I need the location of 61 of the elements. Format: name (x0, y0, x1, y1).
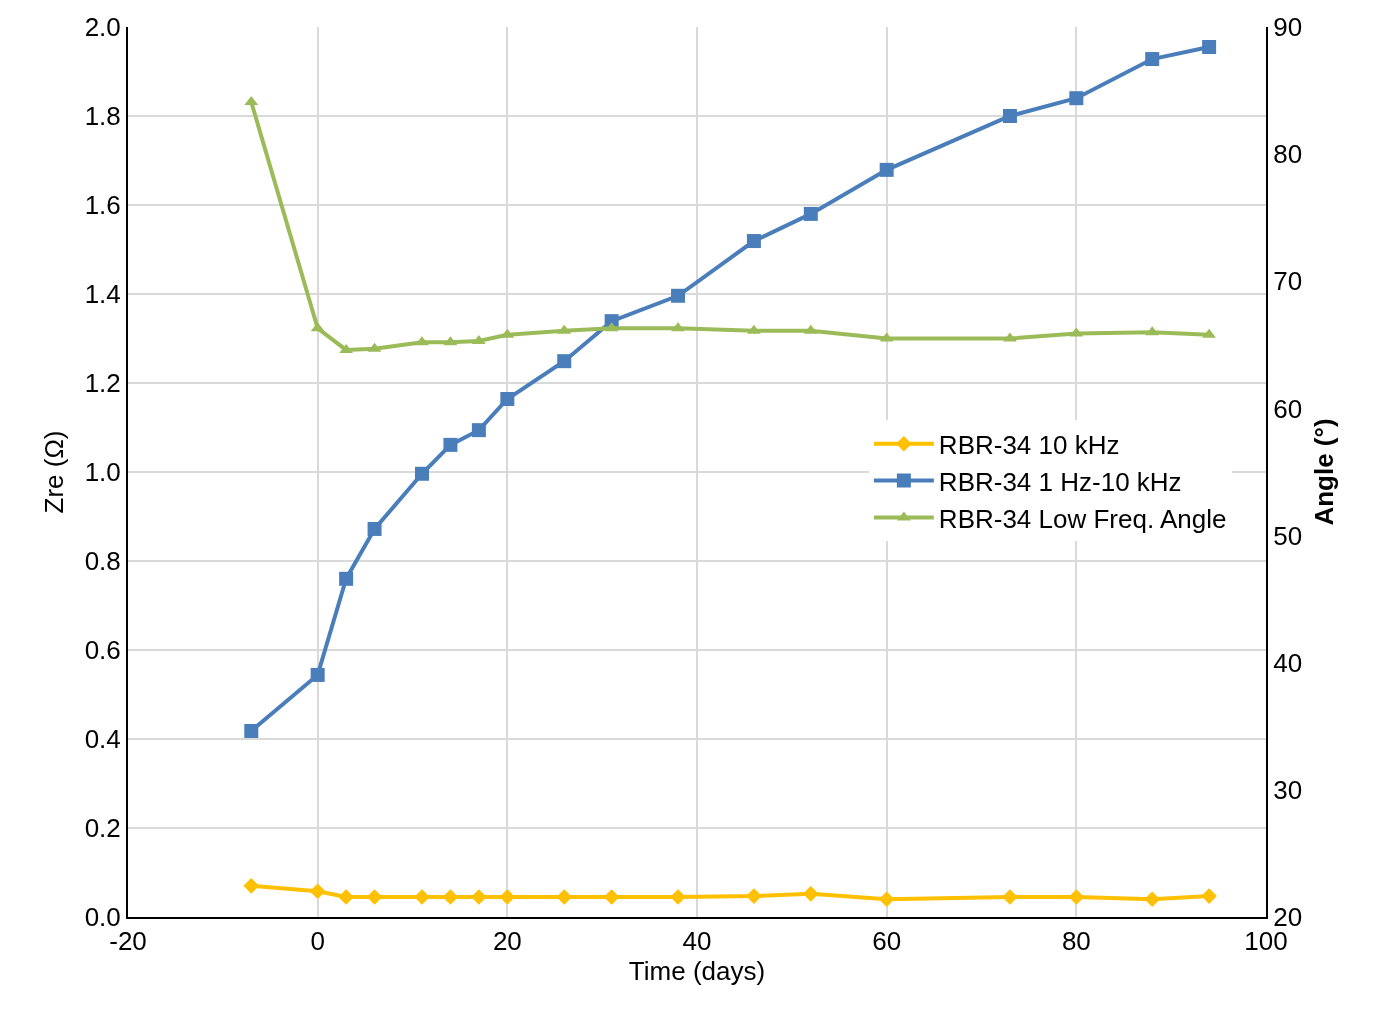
y-tick-label: 0.6 (84, 635, 121, 666)
point (338, 889, 354, 905)
point (803, 206, 818, 221)
point (746, 234, 761, 249)
y-tick-label: 1.2 (84, 368, 121, 399)
x-tick-label: 20 (492, 926, 522, 957)
point (878, 891, 895, 907)
point (310, 667, 325, 682)
y2-tick-label: 30 (1273, 774, 1303, 805)
point (1144, 891, 1160, 907)
point (557, 354, 572, 369)
point (670, 889, 686, 905)
point (500, 392, 515, 407)
x-axis-title: Time (days) (628, 956, 766, 987)
y-tick-label: 1.0 (84, 457, 121, 488)
point (339, 571, 354, 586)
point (443, 437, 458, 452)
y2-tick-label: 60 (1273, 393, 1303, 424)
y2-tick-label: 40 (1273, 647, 1303, 678)
point (414, 466, 429, 481)
legend-label: RBR-34 1 Hz-10 kHz (938, 466, 1182, 497)
y-tick-label: 1.6 (84, 190, 121, 221)
point (1002, 889, 1018, 905)
point (1069, 91, 1084, 106)
y-tick-label: 0.8 (84, 546, 121, 577)
x-tick-label: 0 (310, 926, 325, 957)
y2-tick-label: 90 (1273, 12, 1303, 43)
point (1002, 109, 1017, 123)
x-tick-label: 80 (1061, 926, 1091, 957)
point (1201, 888, 1217, 904)
x-tick-label: 40 (682, 926, 712, 957)
y-tick-label: 1.4 (84, 279, 121, 310)
legend-label: RBR-34 10 kHz (938, 429, 1120, 460)
point (1202, 40, 1217, 55)
point (1003, 332, 1017, 342)
point (671, 322, 685, 332)
y-tick-label: 0.2 (84, 813, 121, 844)
point (471, 423, 486, 438)
y-tick-label: 0.4 (84, 724, 121, 755)
point (671, 288, 686, 303)
point (1145, 52, 1160, 67)
point (803, 886, 819, 902)
y-tick-label: 2.0 (84, 12, 121, 43)
point (746, 888, 762, 904)
y2-tick-label: 70 (1273, 266, 1303, 297)
point (244, 723, 259, 738)
y2-tick-label: 50 (1273, 520, 1303, 551)
legend-label: RBR-34 Low Freq. Angle (938, 503, 1227, 534)
point (309, 883, 326, 899)
point (243, 878, 260, 894)
y-axis-title: Zre (Ω) (38, 430, 69, 514)
y2-tick-label: 80 (1273, 139, 1303, 170)
point (471, 889, 487, 905)
point (415, 336, 429, 346)
point (1068, 889, 1085, 905)
point (879, 162, 894, 177)
point (414, 889, 430, 905)
point (367, 521, 382, 536)
y2-axis-title: Angle (°) (1309, 418, 1340, 526)
y-tick-label: 1.8 (84, 101, 121, 132)
x-tick-label: 60 (872, 926, 902, 957)
